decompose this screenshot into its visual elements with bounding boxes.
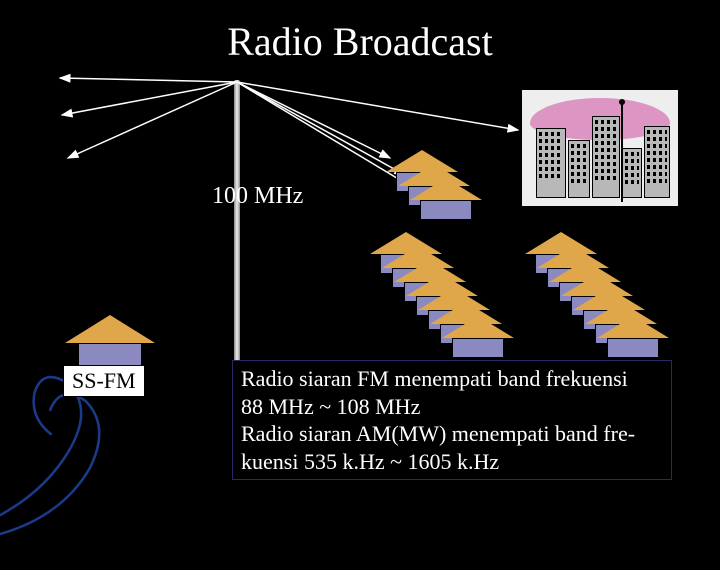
house-icon (410, 178, 482, 220)
info-line-4: kuensi 535 k.Hz ~ 1605 k.Hz (241, 449, 499, 474)
info-line-2: 88 MHz ~ 108 MHz (241, 394, 420, 419)
house-icon (442, 316, 514, 358)
house-icon (597, 316, 669, 358)
page-title: Radio Broadcast (0, 18, 720, 65)
info-line-3: Radio siaran AM(MW) menempati band fre- (241, 421, 635, 446)
station-label: SS-FM (63, 365, 145, 397)
cityscape-illustration (520, 88, 680, 208)
info-text-box: Radio siaran FM menempati band frekuensi… (232, 360, 672, 480)
antenna-mast (234, 80, 240, 370)
house-icon (65, 315, 155, 367)
info-line-1: Radio siaran FM menempati band frekuensi (241, 366, 628, 391)
frequency-label: 100 MHz (212, 183, 303, 210)
